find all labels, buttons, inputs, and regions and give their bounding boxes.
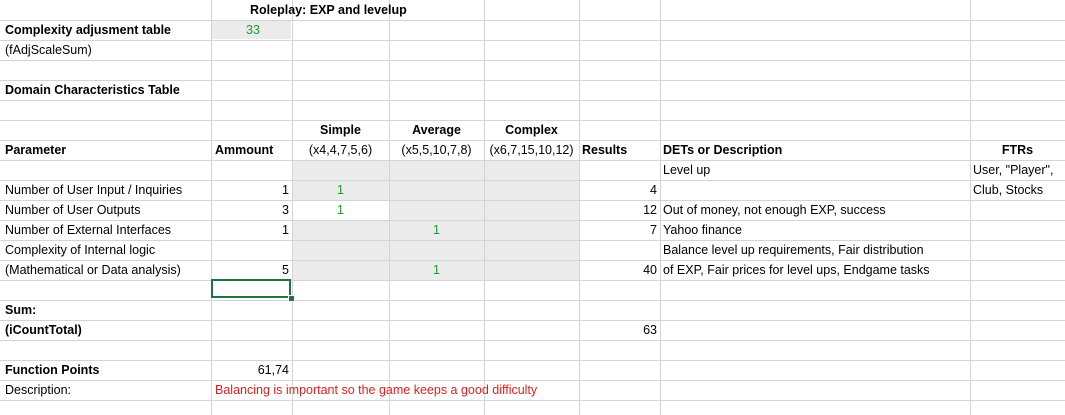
- header-average-weights[interactable]: (x5,5,10,7,8): [401, 143, 472, 157]
- row-average[interactable]: 1: [433, 223, 440, 237]
- row-simple[interactable]: 1: [337, 203, 344, 217]
- row-parameter[interactable]: Number of External Interfaces: [5, 223, 172, 237]
- fp-label[interactable]: Function Points: [5, 363, 100, 377]
- header-amount[interactable]: Ammount: [215, 143, 274, 157]
- row-simple[interactable]: 1: [337, 183, 344, 197]
- header-results[interactable]: Results: [582, 143, 628, 157]
- header-dets[interactable]: DETs or Description: [663, 143, 783, 157]
- desc-label[interactable]: Description:: [5, 383, 71, 397]
- row-parameter[interactable]: Number of User Outputs: [5, 203, 141, 217]
- header-ftrs[interactable]: FTRs: [1001, 143, 1034, 157]
- row-amount[interactable]: 3: [282, 203, 289, 217]
- row-result[interactable]: 4: [650, 183, 657, 197]
- domain-title[interactable]: Domain Characteristics Table: [5, 83, 180, 97]
- row-result[interactable]: 7: [650, 223, 657, 237]
- row-description[interactable]: Balance level up requirements, Fair dist…: [663, 243, 924, 257]
- row-result[interactable]: 12: [643, 203, 657, 217]
- complexity-value[interactable]: 33: [246, 23, 260, 37]
- complexity-var[interactable]: (fAdjScaleSum): [5, 43, 92, 57]
- row-amount[interactable]: 1: [282, 223, 289, 237]
- shaded-cell-block-r3: [292, 220, 579, 280]
- header-complex[interactable]: Complex: [505, 123, 558, 137]
- row-description[interactable]: Yahoo finance: [663, 223, 742, 237]
- row-parameter-line2[interactable]: (Mathematical or Data analysis): [5, 263, 181, 277]
- header-parameter[interactable]: Parameter: [5, 143, 67, 157]
- fill-handle[interactable]: [288, 295, 295, 302]
- fp-value[interactable]: 61,74: [257, 363, 289, 377]
- sheet-title[interactable]: Roleplay: EXP and levelup: [250, 3, 407, 17]
- shaded-cell-complexity-value: [212, 20, 291, 39]
- row-description[interactable]: Level up: [663, 163, 711, 177]
- row-description[interactable]: Out of money, not enough EXP, success: [663, 203, 886, 217]
- complexity-label[interactable]: Complexity adjusment table: [5, 23, 172, 37]
- row-average[interactable]: 1: [433, 263, 440, 277]
- row-parameter[interactable]: Number of User Input / Inquiries: [5, 183, 183, 197]
- ftrs-line2[interactable]: Club, Stocks: [973, 183, 1044, 197]
- header-average[interactable]: Average: [412, 123, 461, 137]
- row-result[interactable]: 40: [643, 263, 657, 277]
- header-simple[interactable]: Simple: [320, 123, 361, 137]
- row-amount[interactable]: 5: [282, 263, 289, 277]
- row-amount[interactable]: 1: [282, 183, 289, 197]
- header-simple-weights[interactable]: (x4,4,7,5,6): [308, 143, 373, 157]
- desc-value[interactable]: Balancing is important so the game keeps…: [215, 383, 538, 397]
- sum-value[interactable]: 63: [643, 323, 657, 337]
- row-description-line2[interactable]: of EXP, Fair prices for level ups, Endga…: [663, 263, 930, 277]
- header-complex-weights[interactable]: (x6,7,15,10,12): [489, 143, 574, 157]
- row-parameter[interactable]: Complexity of Internal logic: [5, 243, 156, 257]
- ftrs-line1[interactable]: User, "Player",: [973, 163, 1054, 177]
- sum-label[interactable]: Sum:: [5, 303, 37, 317]
- sum-var[interactable]: (iCountTotal): [5, 323, 82, 337]
- selected-cell[interactable]: [211, 279, 291, 298]
